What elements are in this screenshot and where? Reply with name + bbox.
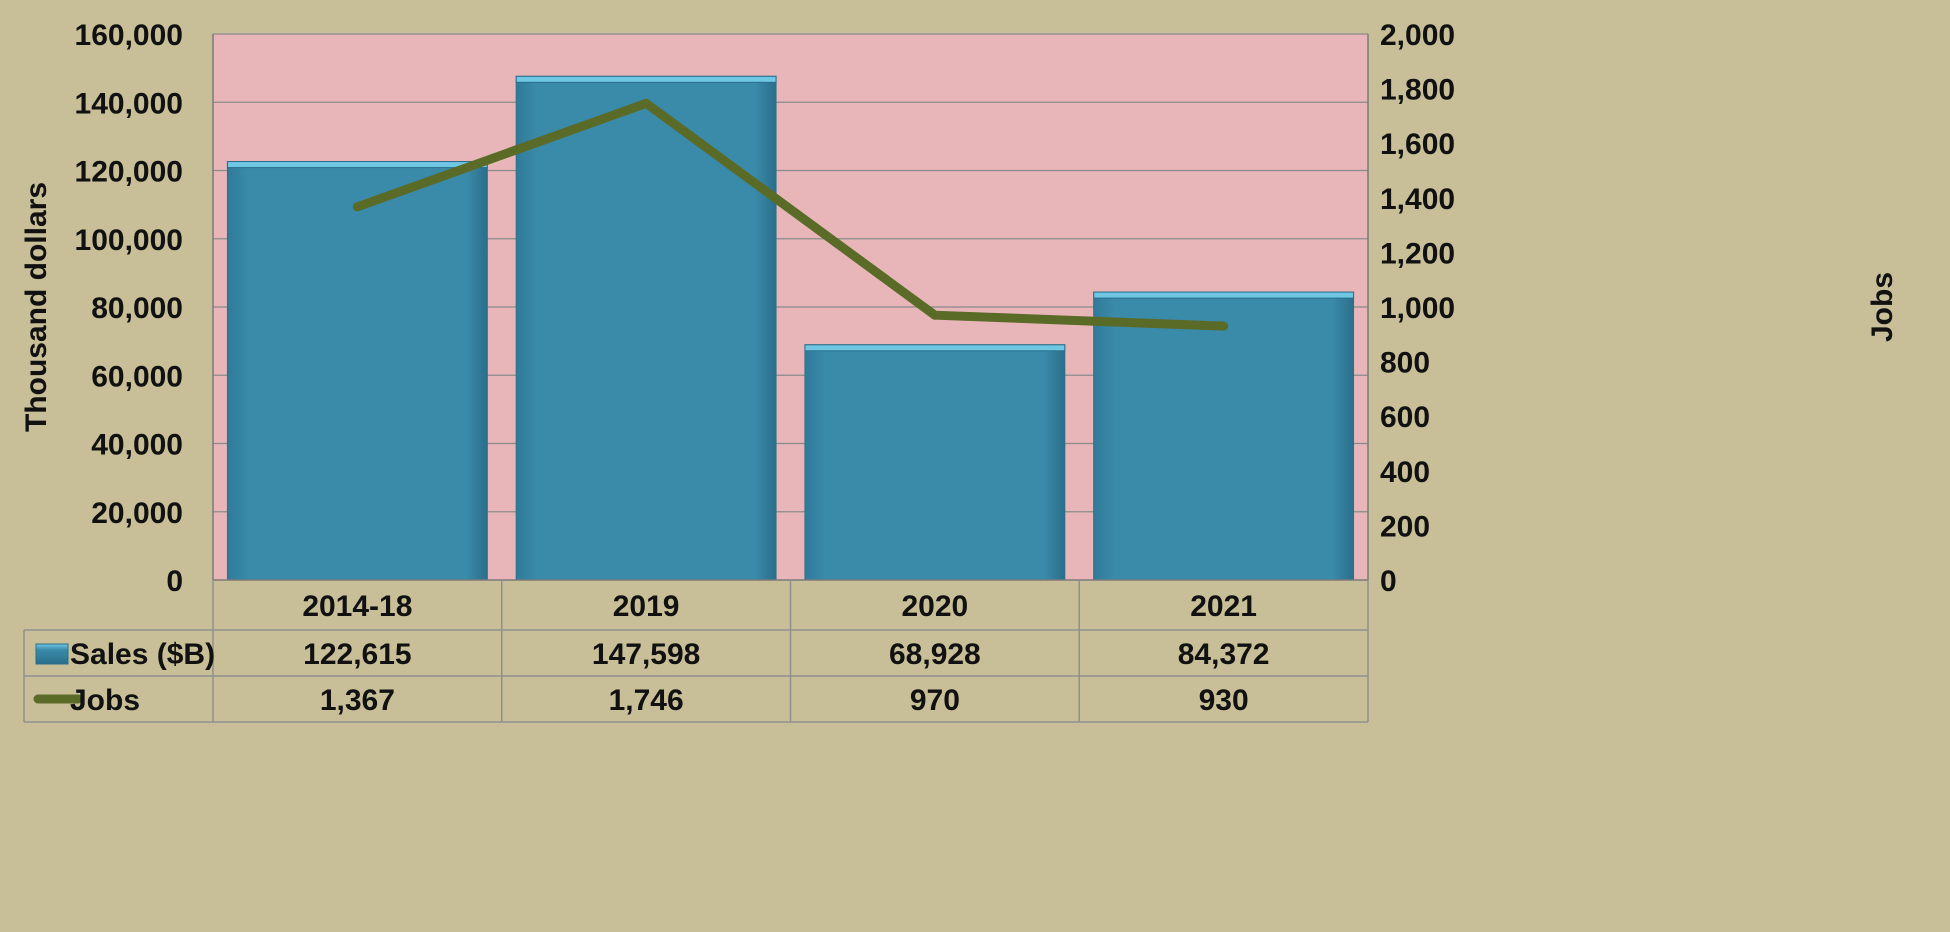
y-tick-label: 80,000 <box>91 292 183 325</box>
bar-body <box>1093 291 1355 581</box>
x-category-label: 2020 <box>902 590 969 623</box>
y2-tick-label: 800 <box>1380 347 1430 380</box>
jobs-point-2020 <box>930 310 940 320</box>
bar-top-face <box>804 344 1066 352</box>
jobs-value-label: 1,367 <box>320 684 395 717</box>
x-category-label: 2021 <box>1190 590 1257 623</box>
y2-tick-label: 600 <box>1380 401 1430 434</box>
bar-2020 <box>804 344 1066 581</box>
sales-legend-key <box>35 643 69 665</box>
y2-tick-label: 1,600 <box>1380 128 1455 161</box>
sales-value-label: 122,615 <box>303 638 411 671</box>
y-tick-label: 100,000 <box>75 224 183 257</box>
jobs-value-label: 970 <box>910 684 960 717</box>
y2-tick-label: 2,000 <box>1380 19 1455 52</box>
bar-2019 <box>515 75 777 581</box>
y2-tick-label: 1,200 <box>1380 237 1455 270</box>
y2-tick-label: 0 <box>1380 565 1397 598</box>
jobs-line <box>352 98 1229 331</box>
sales-series-name: Sales ($B) <box>70 638 215 671</box>
y2-tick-label: 200 <box>1380 510 1430 543</box>
jobs-value-label: 930 <box>1199 684 1249 717</box>
y2-axis-title: Jobs <box>1866 272 1899 342</box>
bar-body <box>226 161 488 581</box>
y-tick-label: 20,000 <box>91 497 183 530</box>
y2-tick-label: 1,000 <box>1380 292 1455 325</box>
y-tick-label: 160,000 <box>75 19 183 52</box>
y2-tick-label: 400 <box>1380 456 1430 489</box>
jobs-point-2021 <box>1219 321 1229 331</box>
y-tick-label: 120,000 <box>75 156 183 189</box>
sales-value-label: 68,928 <box>889 638 981 671</box>
bar-2014-18 <box>226 161 488 581</box>
jobs-point-2014-18 <box>352 202 362 212</box>
y-axis-title: Thousand dollars <box>20 182 53 432</box>
bar-body <box>804 344 1066 581</box>
x-category-label: 2019 <box>613 590 680 623</box>
bar-2021 <box>1093 291 1355 581</box>
jobs-point-2019 <box>641 98 651 108</box>
y2-tick-label: 1,400 <box>1380 183 1455 216</box>
y-tick-label: 0 <box>166 565 183 598</box>
jobs-value-label: 1,746 <box>609 684 684 717</box>
bar-top-face <box>226 161 488 169</box>
y-tick-label: 60,000 <box>91 360 183 393</box>
jobs-series-name: Jobs <box>70 684 140 717</box>
sales-value-label: 84,372 <box>1178 638 1270 671</box>
bar-body <box>515 75 777 581</box>
bar-top-face <box>1093 291 1355 299</box>
bar-top-face <box>515 75 777 83</box>
y2-tick-label: 1,800 <box>1380 74 1455 107</box>
y-tick-label: 40,000 <box>91 429 183 462</box>
y-tick-label: 140,000 <box>75 87 183 120</box>
sales-value-label: 147,598 <box>592 638 700 671</box>
x-category-label: 2014-18 <box>302 590 412 623</box>
